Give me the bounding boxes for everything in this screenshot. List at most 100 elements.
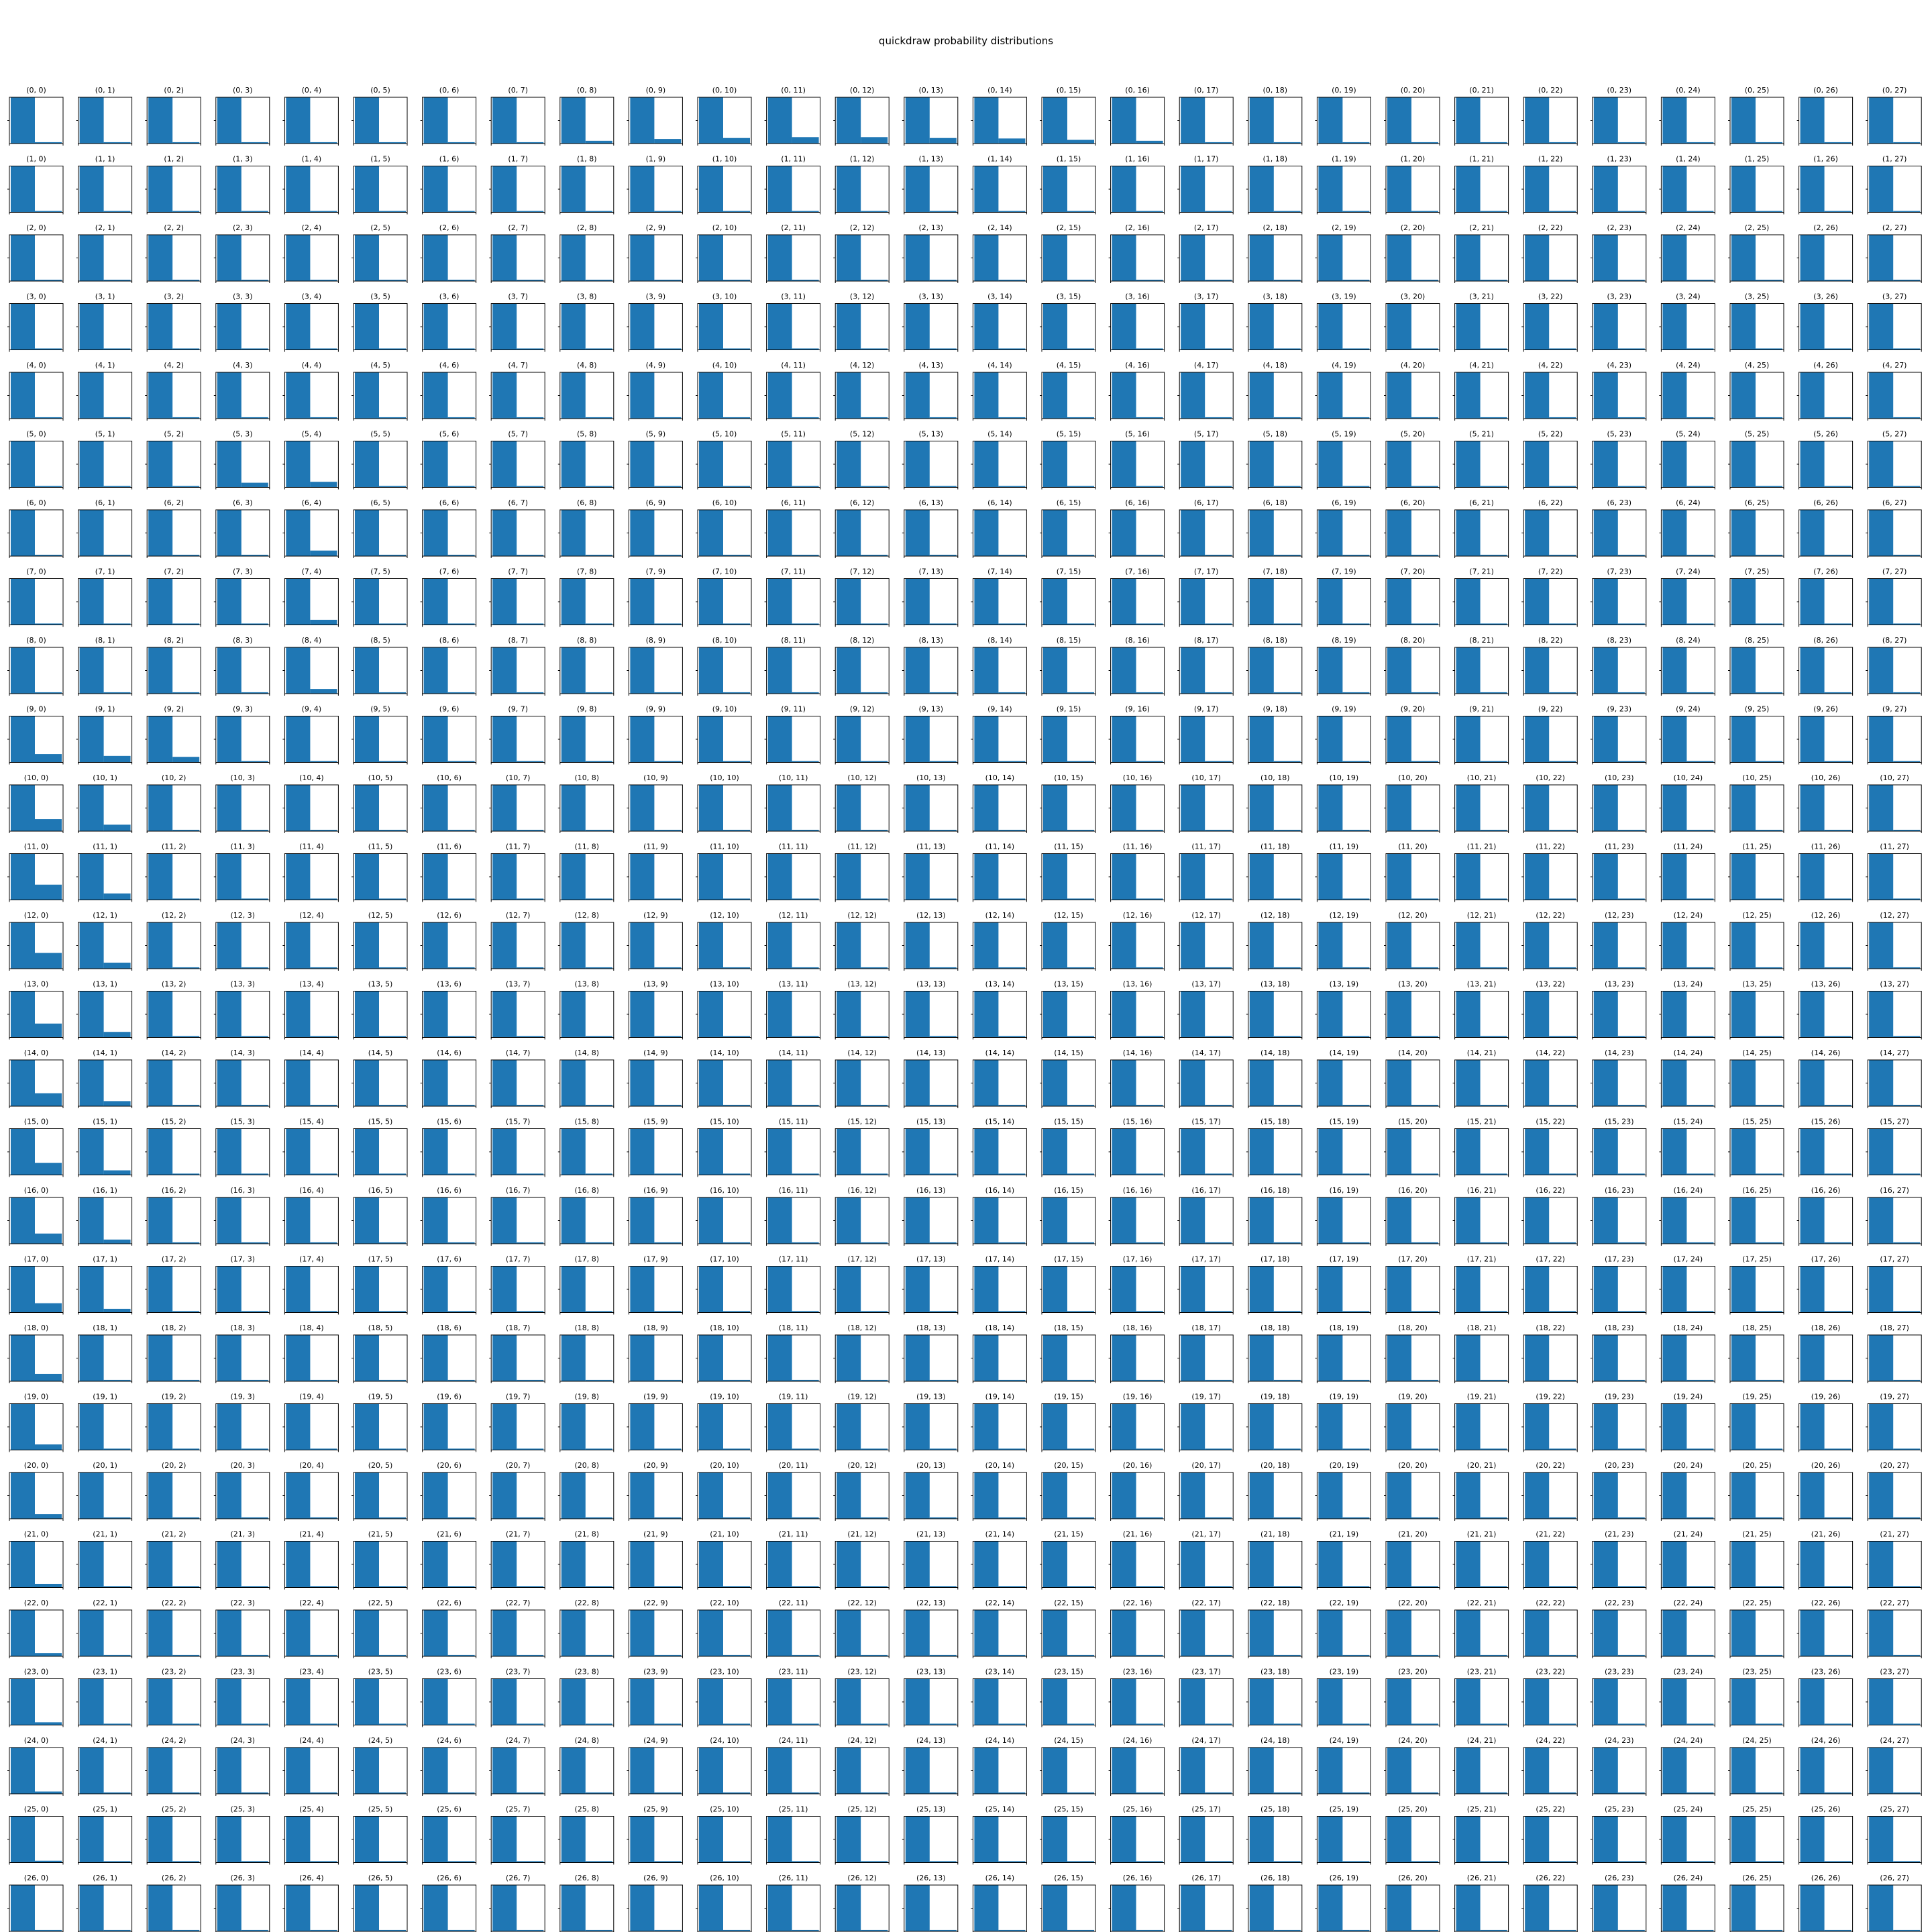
bar bbox=[172, 211, 200, 213]
bar bbox=[585, 1654, 612, 1656]
panel: (13, 17) bbox=[1177, 980, 1234, 1040]
bar bbox=[630, 785, 655, 831]
panel-title: (9, 15) bbox=[1057, 705, 1081, 714]
bar bbox=[1686, 1173, 1714, 1175]
bar bbox=[561, 853, 586, 900]
panel: (20, 18) bbox=[1246, 1461, 1303, 1521]
bar bbox=[561, 372, 586, 419]
panel-title: (14, 13) bbox=[916, 1049, 946, 1057]
panel-title: (17, 20) bbox=[1398, 1255, 1428, 1264]
panel-title: (16, 17) bbox=[1191, 1186, 1221, 1195]
bar bbox=[286, 1128, 311, 1175]
bar bbox=[517, 348, 544, 350]
panel: (5, 5) bbox=[352, 430, 408, 490]
bar bbox=[379, 1311, 406, 1313]
panel: (13, 3) bbox=[213, 980, 270, 1040]
panel-title: (1, 11) bbox=[781, 155, 806, 164]
panel: (8, 26) bbox=[1796, 636, 1854, 696]
panel-title: (2, 15) bbox=[1057, 223, 1081, 232]
bar bbox=[1249, 1128, 1274, 1175]
panel-title: (18, 23) bbox=[1605, 1324, 1634, 1332]
panel-title: (11, 3) bbox=[231, 843, 256, 851]
panel-title: (20, 24) bbox=[1674, 1461, 1703, 1470]
panel: (11, 6) bbox=[420, 843, 477, 902]
panel: (16, 6) bbox=[420, 1186, 477, 1246]
bar bbox=[79, 510, 104, 556]
bar bbox=[310, 417, 337, 419]
panel-title: (8, 24) bbox=[1676, 636, 1701, 645]
panel: (12, 24) bbox=[1659, 911, 1715, 971]
panel: (1, 14) bbox=[971, 155, 1027, 215]
bar bbox=[1342, 1448, 1370, 1450]
bar bbox=[1342, 623, 1370, 625]
panel-title: (14, 5) bbox=[368, 1049, 393, 1057]
bar bbox=[103, 1448, 131, 1450]
bar bbox=[310, 1517, 337, 1519]
panel: (5, 14) bbox=[971, 430, 1027, 490]
panel: (11, 3) bbox=[213, 843, 270, 902]
bar bbox=[1205, 1036, 1232, 1038]
bar bbox=[905, 1197, 930, 1244]
panel-title: (17, 16) bbox=[1123, 1255, 1152, 1264]
bar bbox=[929, 761, 957, 763]
bar bbox=[1525, 1128, 1550, 1175]
bar bbox=[561, 1472, 586, 1519]
panel: (16, 21) bbox=[1452, 1186, 1509, 1246]
panel: (2, 4) bbox=[282, 223, 339, 283]
bar bbox=[905, 510, 930, 556]
bar bbox=[1617, 898, 1645, 900]
bar bbox=[1593, 441, 1618, 488]
bar bbox=[35, 884, 62, 900]
bar bbox=[654, 623, 682, 625]
panel-title: (21, 24) bbox=[1674, 1530, 1703, 1539]
bar bbox=[1800, 647, 1825, 694]
bar bbox=[699, 922, 723, 969]
bar bbox=[837, 372, 861, 419]
panel-title: (8, 14) bbox=[987, 636, 1012, 645]
panel-title: (6, 22) bbox=[1538, 498, 1563, 507]
bar bbox=[1617, 486, 1645, 488]
bar bbox=[723, 761, 750, 763]
panel-title: (18, 19) bbox=[1330, 1324, 1359, 1332]
bar bbox=[561, 1128, 586, 1175]
panel: (4, 6) bbox=[420, 361, 477, 421]
panel-title: (10, 10) bbox=[710, 773, 739, 782]
bar bbox=[974, 303, 999, 350]
bar bbox=[1249, 1472, 1274, 1519]
panel: (7, 1) bbox=[76, 568, 133, 627]
bar bbox=[1893, 1036, 1921, 1038]
bar bbox=[837, 785, 861, 831]
bar bbox=[654, 692, 682, 694]
bar bbox=[1800, 1335, 1825, 1381]
bar bbox=[585, 348, 612, 350]
bar bbox=[1456, 303, 1481, 350]
panel: (7, 21) bbox=[1452, 568, 1509, 627]
bar bbox=[585, 967, 612, 969]
bar bbox=[837, 303, 861, 350]
bar bbox=[1480, 211, 1507, 213]
panel: (20, 14) bbox=[971, 1461, 1027, 1521]
bar bbox=[1480, 417, 1507, 419]
panel: (0, 27) bbox=[1866, 86, 1922, 146]
bar bbox=[1342, 142, 1370, 144]
bar bbox=[998, 554, 1026, 556]
panel: (17, 6) bbox=[420, 1255, 477, 1315]
bar bbox=[585, 1036, 612, 1038]
panel: (5, 2) bbox=[145, 430, 201, 490]
bar bbox=[517, 142, 544, 144]
bar bbox=[1067, 623, 1094, 625]
bar bbox=[1731, 166, 1756, 213]
bar bbox=[861, 1517, 888, 1519]
bar bbox=[1686, 348, 1714, 350]
bar bbox=[1249, 853, 1274, 900]
bar bbox=[1043, 1403, 1067, 1450]
bar bbox=[1249, 97, 1274, 144]
panel-title: (9, 5) bbox=[370, 705, 390, 714]
bar bbox=[1411, 761, 1438, 763]
panel: (11, 5) bbox=[352, 843, 408, 902]
bar bbox=[172, 417, 200, 419]
panel-title: (6, 17) bbox=[1194, 498, 1219, 507]
bar bbox=[723, 279, 750, 281]
panel: (10, 13) bbox=[902, 773, 959, 833]
bar bbox=[517, 623, 544, 625]
